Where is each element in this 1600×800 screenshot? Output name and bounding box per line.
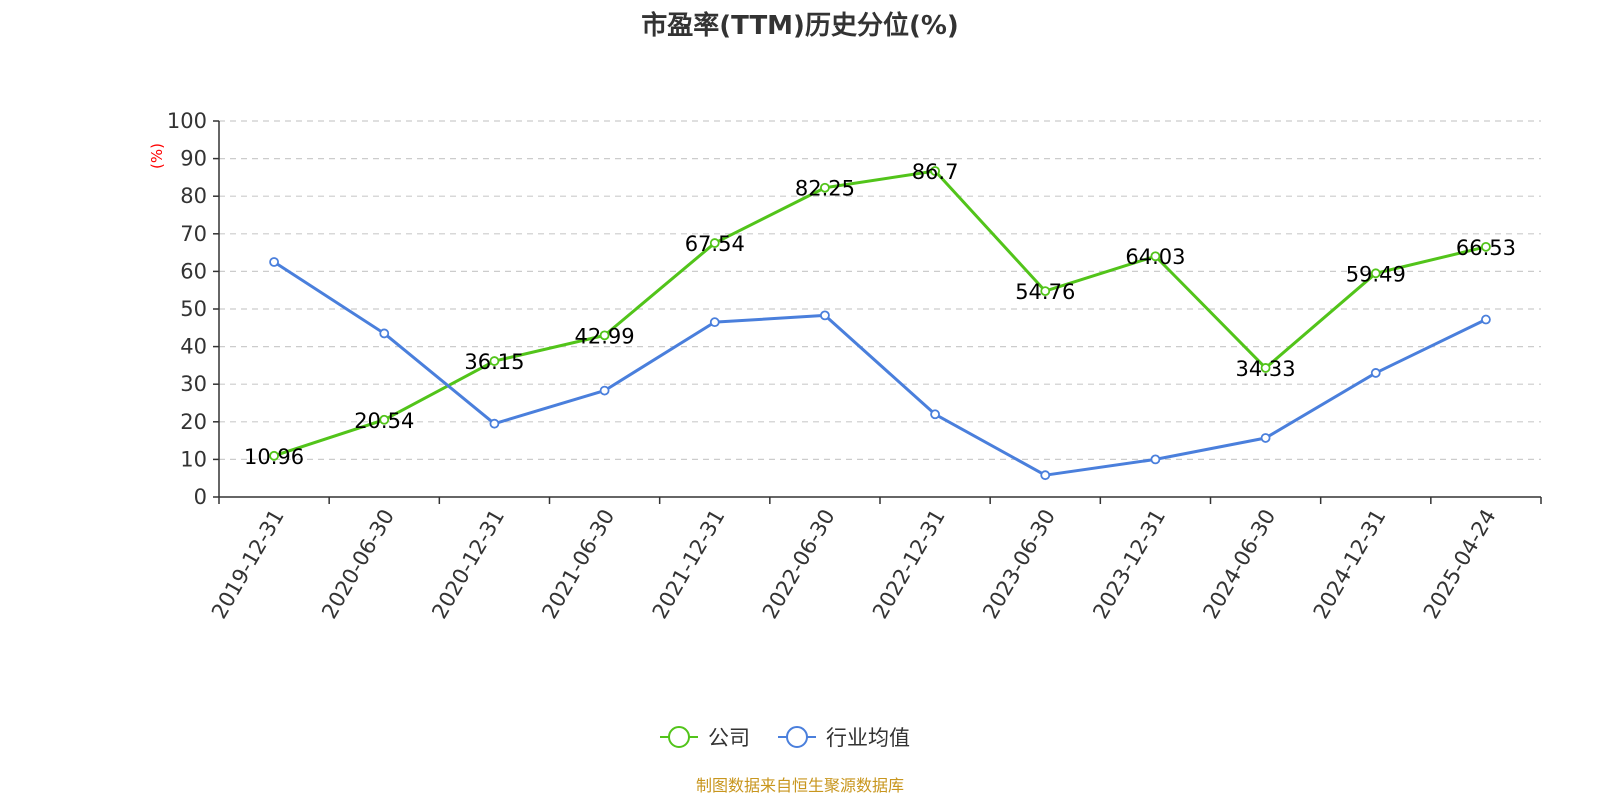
data-label: 66.53 <box>1456 236 1516 260</box>
data-label: 59.49 <box>1346 262 1406 286</box>
data-label: 82.25 <box>795 177 855 201</box>
chart-title: 市盈率(TTM)历史分位(%) <box>641 10 959 41</box>
y-tick-label: 60 <box>180 259 207 283</box>
grid-lines <box>219 120 1541 460</box>
legend-circle-icon <box>668 726 690 748</box>
x-tick-label: 2020-12-31 <box>427 505 509 623</box>
legend-label: 公司 <box>708 726 750 750</box>
x-axis-ticks: 2019-12-31 2020-06-30 2020-12-31 2021-06-30… <box>207 497 1542 623</box>
legend-item-0[interactable]: 公司 <box>660 726 750 750</box>
data-point <box>1481 241 1491 252</box>
series-line-0 <box>273 169 1487 458</box>
data-label: 54.76 <box>1015 280 1075 304</box>
x-tick-label: 2020-06-30 <box>317 505 399 623</box>
legend-circle-icon <box>786 726 808 748</box>
data-point <box>709 238 720 248</box>
data-point <box>1150 454 1161 465</box>
data-point <box>930 166 940 176</box>
data-point <box>1481 314 1491 325</box>
x-tick-label: 2024-06-30 <box>1198 505 1280 623</box>
x-tick-label: 2024-12-31 <box>1309 505 1391 623</box>
series-layer <box>269 166 1491 481</box>
legend-item-1[interactable]: 行业均值 <box>778 726 910 750</box>
data-point <box>269 257 279 267</box>
data-point <box>1040 470 1051 481</box>
legend[interactable]: 公司 行业均值 <box>660 726 910 750</box>
data-point <box>1370 368 1381 378</box>
data-point <box>379 328 390 339</box>
x-tick-label: 2019-12-31 <box>207 505 289 623</box>
data-label: 34.33 <box>1236 357 1296 381</box>
x-tick-label: 2022-12-31 <box>868 505 950 623</box>
y-tick-label: 90 <box>180 147 207 171</box>
data-point <box>1040 286 1051 297</box>
data-point <box>820 310 830 321</box>
data-label: 86.7 <box>912 160 959 184</box>
data-point <box>820 182 830 193</box>
data-point <box>489 418 500 429</box>
y-tick-label: 0 <box>194 485 207 509</box>
data-point <box>599 385 610 396</box>
data-point <box>930 409 940 420</box>
y-tick-label: 10 <box>180 447 207 471</box>
legend-label: 行业均值 <box>826 726 910 750</box>
data-labels: 10.96 20.54 36.15 42.99 67.54 82.25 86.7 54.76 6… <box>244 160 1516 469</box>
x-tick-label: 2025-04-24 <box>1419 505 1501 623</box>
data-point <box>1260 363 1271 373</box>
data-point <box>489 356 500 366</box>
data-point <box>1260 433 1271 443</box>
data-point <box>1150 251 1161 262</box>
y-tick-label: 40 <box>180 335 207 359</box>
x-tick-label: 2021-12-31 <box>648 505 730 623</box>
data-label: 36.15 <box>464 350 524 374</box>
data-point <box>1370 268 1381 279</box>
data-label: 42.99 <box>575 324 635 348</box>
y-axis-unit: (%) <box>148 143 166 169</box>
data-label: 64.03 <box>1125 245 1185 269</box>
data-label: 20.54 <box>354 409 414 433</box>
y-tick-label: 20 <box>180 410 207 434</box>
source-note: 制图数据来自恒生聚源数据库 <box>696 776 904 795</box>
x-tick-label: 2023-06-30 <box>978 505 1060 623</box>
y-axis-ticks: 0 10 20 30 40 50 60 70 80 90 100 <box>167 109 219 509</box>
y-tick-label: 80 <box>180 184 207 208</box>
data-point <box>269 450 279 461</box>
data-point <box>379 414 390 425</box>
y-tick-label: 70 <box>180 222 207 246</box>
y-tick-label: 100 <box>167 109 207 133</box>
x-tick-label: 2023-12-31 <box>1088 505 1170 623</box>
data-label: 10.96 <box>244 445 304 469</box>
data-point <box>709 317 720 328</box>
x-tick-label: 2021-06-30 <box>537 505 619 623</box>
data-point <box>599 330 610 341</box>
data-label: 67.54 <box>685 232 745 256</box>
y-tick-label: 50 <box>180 297 207 321</box>
series-line-1 <box>273 260 1487 477</box>
x-tick-label: 2022-06-30 <box>758 505 840 623</box>
y-tick-label: 30 <box>180 372 207 396</box>
